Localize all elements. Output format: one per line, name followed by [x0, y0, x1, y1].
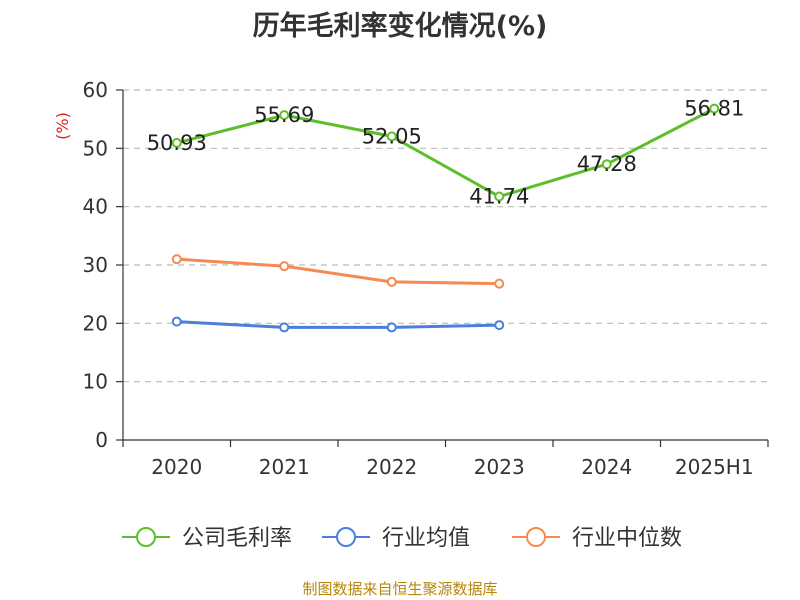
x-tick-label: 2023	[474, 455, 525, 479]
chart-title: 历年毛利率变化情况(%)	[252, 11, 548, 42]
y-tick-label: 30	[83, 253, 108, 277]
legend-swatch-marker	[526, 527, 546, 547]
data-point	[171, 254, 182, 265]
data-point	[386, 131, 397, 142]
x-tick-label: 2022	[366, 455, 417, 479]
legend-label: 公司毛利率	[182, 526, 292, 551]
data-label: 56.81	[684, 97, 744, 121]
data-point	[386, 276, 397, 287]
x-tick-label: 2021	[259, 455, 310, 479]
data-point	[279, 322, 290, 333]
legend-label: 行业均值	[382, 526, 470, 551]
data-label: 55.69	[254, 103, 314, 127]
y-tick-label: 40	[83, 195, 108, 219]
x-tick-label: 2020	[151, 455, 202, 479]
data-point	[709, 103, 720, 114]
data-point	[279, 261, 290, 272]
data-label: 41.74	[469, 185, 529, 209]
data-point	[601, 159, 612, 170]
x-tick-label: 2025H1	[675, 455, 754, 479]
y-tick-label: 10	[83, 370, 108, 394]
legend-swatch-marker	[136, 527, 156, 547]
data-point	[494, 320, 505, 331]
series-line-1	[176, 107, 715, 199]
data-label: 52.05	[362, 124, 422, 148]
legend-label: 行业中位数	[572, 526, 682, 551]
source-caption: 制图数据来自恒生聚源数据库	[302, 580, 498, 598]
data-label: 50.93	[147, 131, 207, 155]
data-point	[494, 191, 505, 202]
data-point	[494, 278, 505, 289]
data-label: 47.28	[577, 152, 637, 176]
y-tick-label: 0	[95, 428, 108, 452]
y-tick-label: 20	[83, 311, 108, 335]
data-point	[171, 137, 182, 148]
data-point	[386, 322, 397, 333]
legend-swatch-marker	[336, 527, 356, 547]
data-point	[171, 316, 182, 327]
y-axis-unit-label: (%)	[53, 112, 72, 140]
y-tick-label: 50	[83, 136, 108, 160]
data-point	[279, 110, 290, 121]
x-tick-label: 2024	[581, 455, 632, 479]
series-line-2	[176, 320, 500, 329]
series-line-3	[176, 257, 500, 286]
y-tick-label: 60	[83, 78, 108, 102]
